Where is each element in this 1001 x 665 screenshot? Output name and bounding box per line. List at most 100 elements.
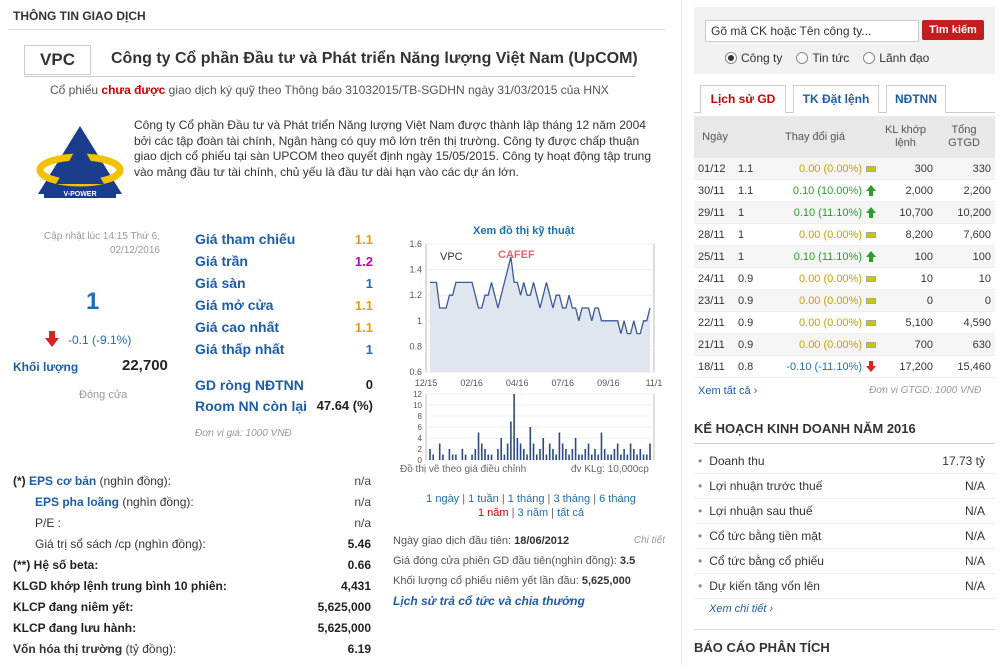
volume-bar <box>581 454 583 460</box>
chart-volume-unit: đv KLg: 10,000cp <box>571 464 649 475</box>
volume-bar <box>471 454 473 460</box>
price-value: 1.1 <box>354 319 373 335</box>
history-row: 29/11 1 0.10 (11.10%) 10,700 10,200 <box>694 202 995 224</box>
fin-suffix: (nghìn đồng): <box>119 494 194 509</box>
y-tick-label: 0.8 <box>409 341 422 351</box>
volume-bar <box>594 449 596 460</box>
fin-row: (*) EPS cơ bản (nghìn đồng): n/a <box>13 470 371 491</box>
radio-button-icon[interactable] <box>796 52 809 64</box>
volume-bar <box>548 443 551 460</box>
period-r2-0[interactable]: 1 năm <box>477 507 509 519</box>
plan-row: Cổ tức bằng cổ phiếu N/A <box>694 549 995 574</box>
price-value: 1.1 <box>354 297 373 313</box>
radio-button-icon[interactable] <box>863 52 876 64</box>
price-label: Giá sàn <box>195 275 246 291</box>
radio-1[interactable]: Tin tức <box>796 51 849 65</box>
x-tick-label: 04/16 <box>506 378 529 388</box>
see-all-link[interactable]: Xem tất cả › <box>698 385 758 397</box>
history-date: 22/11 <box>698 316 725 329</box>
change-value: 0.00 (0.00%) <box>799 162 862 175</box>
plan-value: N/A <box>964 554 985 568</box>
flat-bar-icon <box>864 319 878 326</box>
history-volume: 10 <box>920 272 933 285</box>
plan-row: Dự kiến tăng vốn lên N/A <box>694 574 995 599</box>
company-logo: V-POWER <box>36 124 124 200</box>
search-button[interactable]: Tìm kiếm <box>922 20 984 40</box>
radio-label: Công ty <box>741 51 783 65</box>
chart-title[interactable]: Xem đồ thị kỹ thuật <box>473 225 575 237</box>
period-4[interactable]: 6 tháng <box>599 493 636 505</box>
volume-bar <box>590 454 593 460</box>
fin-label: EPS pha loãng (nghìn đồng): <box>13 495 194 509</box>
price-value: 1 <box>365 341 373 357</box>
plan-label: Dự kiến tăng vốn lên <box>698 579 820 593</box>
col-total: Tổng GTGD <box>948 124 980 149</box>
fin-row: Vốn hóa thị trường (tỷ đồng): 6.19 <box>13 638 371 659</box>
plan-label: Lợi nhuận sau thuế <box>698 504 812 518</box>
period-sep: | <box>498 493 508 505</box>
foreign-row: GD ròng NĐTNN 0 <box>195 374 373 395</box>
fin-value: 4,431 <box>340 578 371 593</box>
fin-value: 6.19 <box>347 641 371 656</box>
volume-bar <box>587 443 590 460</box>
volume-bar <box>523 449 525 460</box>
period-3[interactable]: 3 tháng <box>553 493 591 505</box>
tab-2[interactable]: NĐTNN <box>886 85 946 113</box>
radio-2[interactable]: Lãnh đạo <box>863 51 929 65</box>
period-2[interactable]: 1 tháng <box>507 493 545 505</box>
history-volume: 8,200 <box>905 228 933 241</box>
volume-bar <box>532 443 535 460</box>
divider <box>694 629 995 630</box>
volume-bar <box>561 443 564 460</box>
up-arrow-icon <box>864 207 878 218</box>
first-date: 18/06/2012 <box>514 535 570 547</box>
price-row: Giá cao nhất 1.1 <box>195 316 373 338</box>
tab-1[interactable]: TK Đặt lệnh <box>793 85 879 113</box>
history-row: 01/12 1.1 0.00 (0.00%) 300 330 <box>694 158 995 180</box>
plan-value: N/A <box>964 504 985 518</box>
volume-bar <box>477 432 480 460</box>
search-input[interactable]: Gõ mã CK hoặc Tên công ty... <box>705 20 919 42</box>
col-date: Ngày <box>702 131 728 143</box>
period-sep: | <box>544 493 554 505</box>
volume-bar <box>500 438 502 460</box>
fin-name: KLCP đang lưu hành: <box>13 620 137 635</box>
flat-bar-icon <box>864 341 878 348</box>
dividend-history-link[interactable]: Lịch sử trả cổ tức và chia thưởng <box>393 594 585 608</box>
change-value: 0.10 (11.10%) <box>793 250 862 263</box>
period-sep: | <box>459 493 469 505</box>
plan-value: N/A <box>964 529 985 543</box>
history-change: -0.10 (-11.10%) <box>764 361 864 373</box>
change-value: 0.00 (0.00%) <box>799 338 862 351</box>
history-date: 25/11 <box>698 250 725 263</box>
flat-bar-icon <box>864 231 878 238</box>
plan-label: Cổ tức bằng cổ phiếu <box>698 554 824 568</box>
period-r2-2[interactable]: tất cả <box>557 507 585 519</box>
flat-bar <box>866 275 876 282</box>
history-row: 25/11 1 0.10 (11.10%) 100 100 <box>694 246 995 268</box>
radio-button-icon[interactable] <box>725 52 737 64</box>
period-r2-1[interactable]: 3 năm <box>517 507 549 519</box>
period-0[interactable]: 1 ngày <box>426 493 460 505</box>
volume-bar <box>513 394 515 460</box>
history-row: 30/11 1.1 0.10 (10.00%) 2,000 2,200 <box>694 180 995 202</box>
history-volume: 300 <box>914 162 933 175</box>
foreign-table: GD ròng NĐTNN 0 Room NN còn lại 47.64 (%) <box>195 374 373 416</box>
period-1[interactable]: 1 tuần <box>468 493 499 505</box>
tab-0[interactable]: Lịch sử GD <box>700 85 786 113</box>
up-arrow-icon <box>864 185 878 196</box>
flat-bar <box>866 297 876 304</box>
see-detail-link[interactable]: Xem chi tiết › <box>709 603 774 615</box>
technical-chart[interactable]: Xem đồ thị kỹ thuật 1.6 1.4 1.2 1 0.8 0.6 VPC C… <box>398 222 664 477</box>
volume-bar <box>639 449 642 460</box>
history-change: 0.00 (0.00%) <box>764 339 864 351</box>
radio-0[interactable]: Công ty <box>725 51 782 65</box>
price-row: Giá trần 1.2 <box>195 250 373 272</box>
detail-link[interactable]: Chi tiết <box>633 535 665 546</box>
fin-suffix: (nghìn đồng): <box>131 536 206 551</box>
vol-tick-label: 4 <box>418 434 423 443</box>
volume-bar <box>461 449 464 460</box>
fin-suffix: (tỷ đồng): <box>122 641 177 656</box>
history-volume: 100 <box>914 250 933 263</box>
volume-bar <box>629 443 632 460</box>
